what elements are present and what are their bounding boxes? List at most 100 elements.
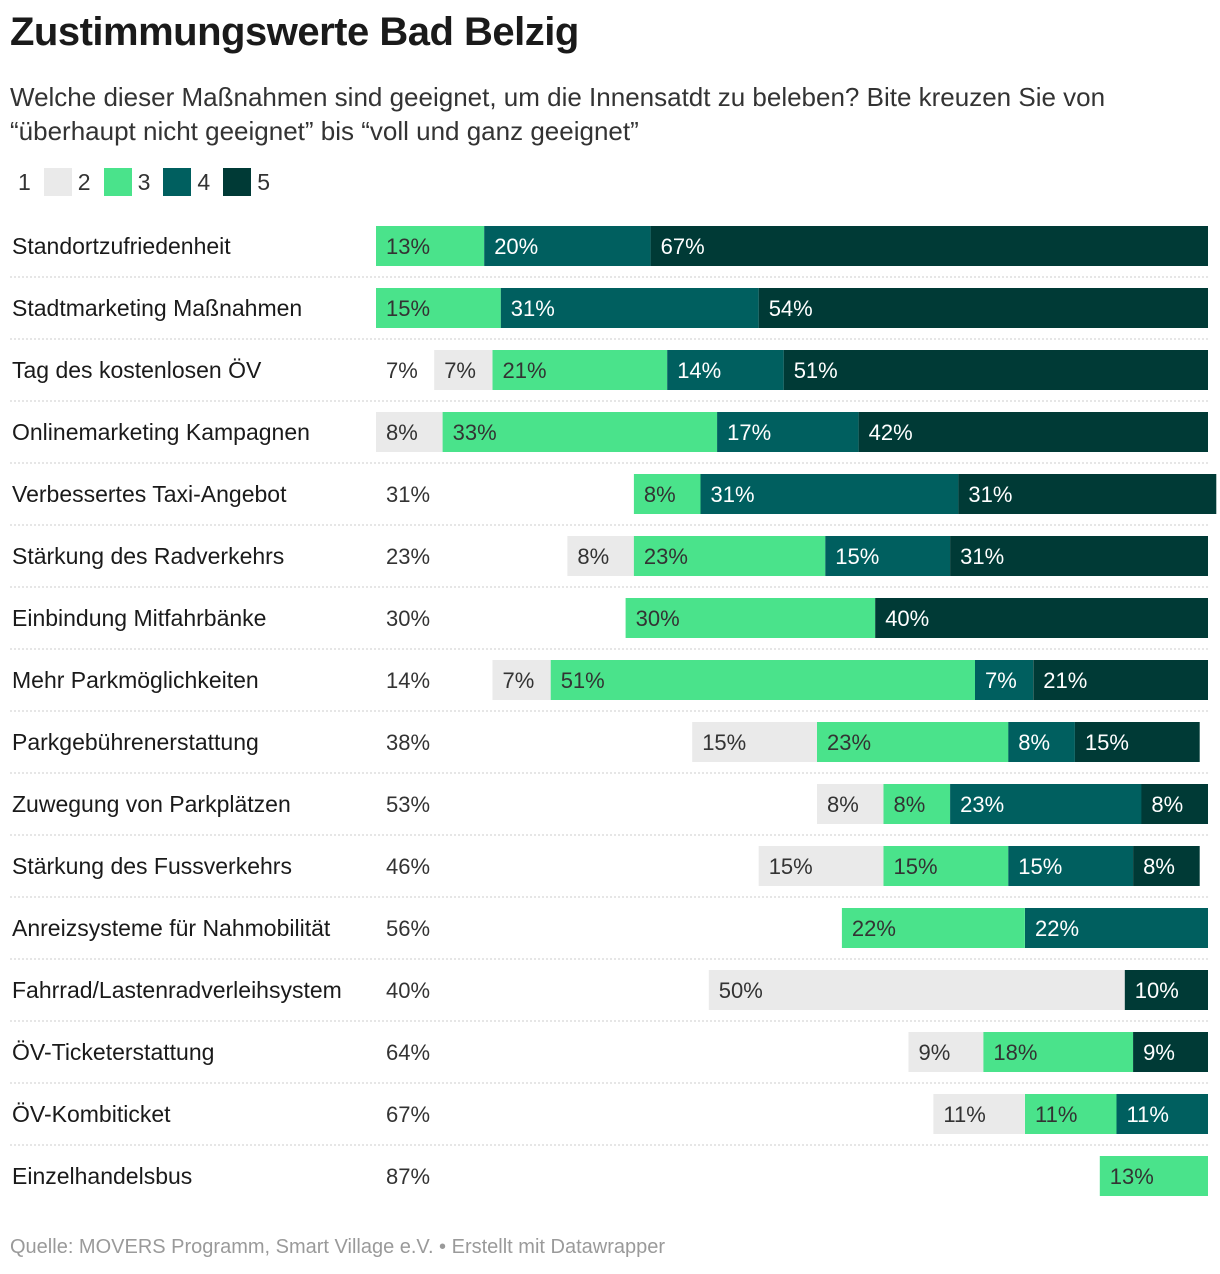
data-label: 8% xyxy=(1018,730,1050,755)
data-label: 67% xyxy=(386,1102,430,1127)
bar-segment-3 xyxy=(883,846,1009,886)
data-label: 11% xyxy=(943,1102,985,1127)
legend-label-2: 2 xyxy=(77,168,91,195)
data-label: 9% xyxy=(919,1040,951,1065)
data-label: 20% xyxy=(494,234,538,259)
data-label: 42% xyxy=(869,420,913,445)
category-label: Stärkung des Radverkehrs xyxy=(12,543,284,569)
data-label: 31% xyxy=(711,482,755,507)
category-label: Standortzufriedenheit xyxy=(12,233,231,259)
bar-row: Stärkung des Radverkehrs 23% 8% 23% 15% 31% xyxy=(10,536,1208,588)
bar-segment-3 xyxy=(1099,1156,1208,1196)
data-label: 22% xyxy=(852,916,896,941)
bar-segment-3 xyxy=(817,722,1009,762)
bar-segment-1 xyxy=(376,1156,1100,1196)
chart-subtitle: Welche dieser Maßnahmen sind geeignet, u… xyxy=(10,82,1106,146)
data-label: 7% xyxy=(444,358,476,383)
data-label: 7% xyxy=(503,668,535,693)
legend-item-1: 1 xyxy=(12,168,31,196)
bar-row: Stadtmarketing Maßnahmen 15% 31% 54% xyxy=(10,288,1208,340)
data-label: 31% xyxy=(386,482,430,507)
bar-row: Fahrrad/Lastenradverleihsystem 40% 50% 10% xyxy=(10,970,1208,1022)
data-label: 31% xyxy=(968,482,1012,507)
data-label: 51% xyxy=(561,668,605,693)
category-label: Stärkung des Fussverkehrs xyxy=(12,853,292,879)
bar-segment-3 xyxy=(376,288,501,328)
chart-title: Zustimmungswerte Bad Belzig xyxy=(10,10,579,54)
bar-row: Verbessertes Taxi-Angebot 31% 8% 31% 31% xyxy=(10,474,1217,526)
bar-segment-1 xyxy=(376,1032,909,1072)
bar-segment-4 xyxy=(1008,722,1075,762)
data-label: 56% xyxy=(386,916,430,941)
bar-segment-3 xyxy=(633,536,826,576)
data-label: 7% xyxy=(386,358,418,383)
data-label: 8% xyxy=(827,792,859,817)
category-label: Einzelhandelsbus xyxy=(12,1163,192,1189)
bar-segment-4 xyxy=(484,226,651,266)
data-label: 8% xyxy=(894,792,926,817)
data-label: 31% xyxy=(960,544,1004,569)
legend-label-5: 5 xyxy=(257,168,270,195)
legend: 1 2 3 4 5 xyxy=(12,168,283,196)
bar-row: Einzelhandelsbus 87% 13% xyxy=(12,1156,1208,1196)
bar-segment-4 xyxy=(1025,908,1208,948)
data-label: 33% xyxy=(453,420,497,445)
data-label: 17% xyxy=(727,420,771,445)
data-label: 9% xyxy=(1143,1040,1175,1065)
legend-label-4: 4 xyxy=(197,168,211,195)
bar-row: Anreizsysteme für Nahmobilität 56% 22% 22% xyxy=(10,908,1208,960)
data-label: 8% xyxy=(386,420,418,445)
bar-row: Mehr Parkmöglichkeiten 14% 7% 51% 7% 21% xyxy=(10,660,1208,712)
bar-segment-2 xyxy=(708,970,1125,1010)
category-label: ÖV-Ticketerstattung xyxy=(12,1039,214,1065)
bar-segment-5 xyxy=(758,288,1208,328)
data-label: 7% xyxy=(985,668,1017,693)
bar-segment-4 xyxy=(825,536,951,576)
bar-segment-1 xyxy=(376,908,842,948)
data-label: 15% xyxy=(769,854,813,879)
bar-segment-2 xyxy=(908,1032,984,1072)
data-label: 15% xyxy=(386,296,430,321)
data-label: 31% xyxy=(511,296,555,321)
data-label: 40% xyxy=(885,606,929,631)
bar-segment-4 xyxy=(717,412,859,452)
bar-segment-5 xyxy=(1033,660,1208,700)
data-label: 8% xyxy=(644,482,676,507)
data-label: 46% xyxy=(386,854,430,879)
category-label: Stadtmarketing Maßnahmen xyxy=(12,295,302,321)
data-label: 8% xyxy=(577,544,609,569)
bar-segment-4 xyxy=(500,288,759,328)
bar-segment-3 xyxy=(550,660,975,700)
stacked-bar-chart: Standortzufriedenheit 13% 20% 67% Stadtmarke… xyxy=(10,226,1217,1196)
bar-row: ÖV-Ticketerstattung 64% 9% 18% 9% xyxy=(10,1032,1208,1084)
data-label: 11% xyxy=(1035,1102,1077,1127)
data-label: 14% xyxy=(386,668,430,693)
legend-swatch-3 xyxy=(103,168,132,196)
bar-segment-1 xyxy=(376,722,693,762)
data-label: 87% xyxy=(386,1164,430,1189)
bar-segment-1 xyxy=(376,598,626,638)
data-label: 13% xyxy=(386,234,430,259)
bar-segment-4 xyxy=(950,784,1142,824)
legend-item-3: 3 xyxy=(103,168,150,196)
bar-segment-3 xyxy=(492,350,668,390)
data-label: 8% xyxy=(1143,854,1175,879)
bar-segment-5 xyxy=(858,412,1208,452)
bar-segment-5 xyxy=(1133,846,1200,886)
bar-segment-5 xyxy=(1124,970,1208,1010)
data-label: 14% xyxy=(677,358,721,383)
legend-label-1: 1 xyxy=(18,168,31,195)
bar-segment-1 xyxy=(376,474,634,514)
category-label: Fahrrad/Lastenradverleihsystem xyxy=(12,977,342,1003)
category-label: Zuwegung von Parkplätzen xyxy=(12,791,291,817)
data-label: 10% xyxy=(1135,978,1179,1003)
data-label: 30% xyxy=(636,606,680,631)
bar-segment-4 xyxy=(975,660,1034,700)
data-label: 51% xyxy=(794,358,838,383)
category-label: Parkgebührenerstattung xyxy=(12,729,259,755)
bar-segment-1 xyxy=(376,784,817,824)
bar-row: Stärkung des Fussverkehrs 46% 15% 15% 15% 8% xyxy=(10,846,1208,898)
data-label: 54% xyxy=(769,296,813,321)
legend-item-5: 5 xyxy=(223,168,270,196)
bar-segment-1 xyxy=(376,660,493,700)
